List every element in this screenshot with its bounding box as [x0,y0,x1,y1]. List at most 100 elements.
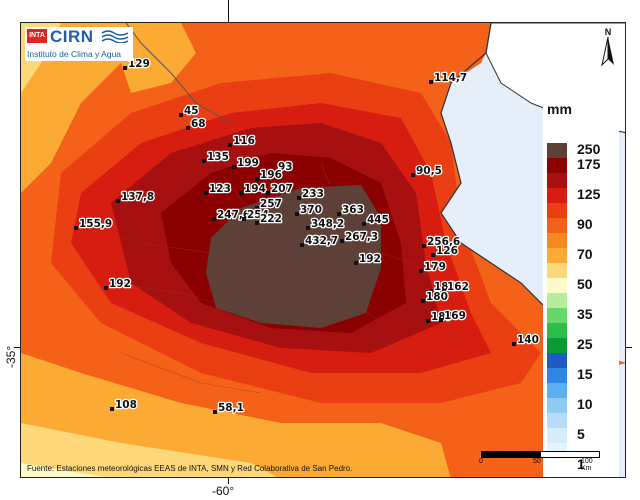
legend-swatch [547,293,567,308]
station-value-label: 181 [434,281,456,293]
station-marker [362,222,366,226]
inta-logo-mark: INTA [27,29,47,43]
legend-swatch [547,413,567,428]
logo-subtitle: Instituto de Clima y Agua [27,49,122,59]
legend-swatch [547,383,567,398]
station-value-label: 68 [191,118,206,130]
station-marker [116,199,120,203]
station-value-label: 58,1 [218,402,244,414]
inta-cirn-logo: INTA CIRN Instituto de Clima y Agua [25,27,133,61]
legend-swatch [547,188,567,203]
station-marker [411,173,415,177]
cirn-logo-text: CIRN [50,27,94,46]
legend-label: 1 [577,456,585,472]
legend-label: 10 [577,396,593,412]
station-marker [442,289,446,293]
station-value-label: 187 [431,311,453,323]
station-marker [429,289,433,293]
station-marker [228,143,232,147]
legend-label: 90 [577,216,593,232]
station-marker [213,410,217,414]
legend-swatch [547,143,567,158]
station-marker [204,191,208,195]
bottom-lon-tick [228,478,229,484]
legend-label: 25 [577,336,593,352]
station-value-label: 155,9 [79,218,112,230]
legend-label: 250 [577,141,601,157]
precip-zone-70 [21,23,141,193]
lat-label: -35° [4,345,18,368]
station-value-label: 162 [447,281,469,293]
legend-swatch [547,458,567,473]
station-value-label: 137,8 [121,191,154,203]
station-marker [429,80,433,84]
station-marker [421,299,425,303]
legend-label: 175 [577,156,601,172]
station-marker [242,217,246,221]
legend-title: mm [547,101,572,117]
station-value-label: 123 [209,183,231,195]
station-value-label: 196 [260,169,282,181]
station-value-label: 445 [367,214,389,226]
station-marker [266,191,270,195]
station-value-label: 180 [426,291,448,303]
scale-label-100: 100 Km [581,458,593,472]
station-marker [239,191,243,195]
station-marker [300,243,304,247]
station-marker [202,159,206,163]
station-marker [232,165,236,169]
legend-swatch [547,428,567,443]
north-arrow-icon [601,36,614,67]
province-boundary [125,23,232,124]
legend-swatch [547,338,567,353]
legend-label: 35 [577,306,593,322]
station-value-label: 169 [444,310,466,322]
station-marker [306,226,310,230]
legend-swatch [547,233,567,248]
legend-label: 50 [577,276,593,292]
scale-label-50: 50 [533,458,541,465]
station-value-label: 90,5 [416,165,442,177]
station-marker [426,319,430,323]
legend-label: 125 [577,186,601,202]
station-marker [255,221,259,225]
scale-bar-black-segment [481,451,541,458]
station-value-label: 254 [247,209,269,221]
top-lon-tick [228,0,229,22]
station-marker [110,407,114,411]
right-lat-tick [626,347,632,348]
north-label: N [604,27,612,37]
station-value-label: 199 [237,157,259,169]
legend-swatch [547,368,567,383]
station-value-label: 116 [233,135,255,147]
legend: mm 250 175 125 90 70 50 35 25 15 10 5 1 [543,99,619,477]
station-value-label: 140 [517,334,539,346]
legend-swatch [547,278,567,293]
legend-swatch [547,218,567,233]
legend-swatch [547,173,567,188]
legend-label: 5 [577,426,585,442]
station-marker [179,113,183,117]
station-marker [212,217,216,221]
legend-swatch [547,323,567,338]
station-marker [439,318,443,322]
station-value-label: 93 [278,161,293,173]
station-value-label: 256,6 [427,236,460,248]
station-value-label: 432,7 [305,235,338,247]
legend-label: 70 [577,246,593,262]
source-note: Fuente: Estaciones meteorológicas EEAS d… [27,464,353,473]
station-value-label: 363 [342,204,364,216]
station-marker [255,177,259,181]
legend-label: 15 [577,366,593,382]
station-value-label: 267,3 [345,231,378,243]
precip-zone-35-south [21,463,108,477]
station-value-label: 348,2 [311,218,344,230]
legend-swatch [547,203,567,218]
map-frame: 129 114,7 45 68 116 135 199 93 196 90,5 123 194 207 2… [20,22,626,478]
station-marker [337,212,341,216]
station-value-label: 192 [109,278,131,290]
station-marker [419,269,423,273]
scale-bar: 0 50 100 Km [479,451,601,472]
